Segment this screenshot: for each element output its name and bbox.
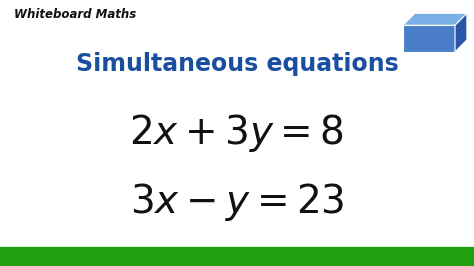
Polygon shape: [455, 13, 467, 52]
Bar: [0, 247, 474, 266]
Text: Simultaneous equations: Simultaneous equations: [76, 52, 398, 76]
Text: Whiteboard Maths: Whiteboard Maths: [14, 8, 137, 21]
Polygon shape: [403, 13, 467, 25]
Text: $3x - y = 23$: $3x - y = 23$: [130, 181, 344, 223]
Text: $2x + 3y = 8$: $2x + 3y = 8$: [129, 112, 345, 154]
Polygon shape: [403, 25, 455, 52]
